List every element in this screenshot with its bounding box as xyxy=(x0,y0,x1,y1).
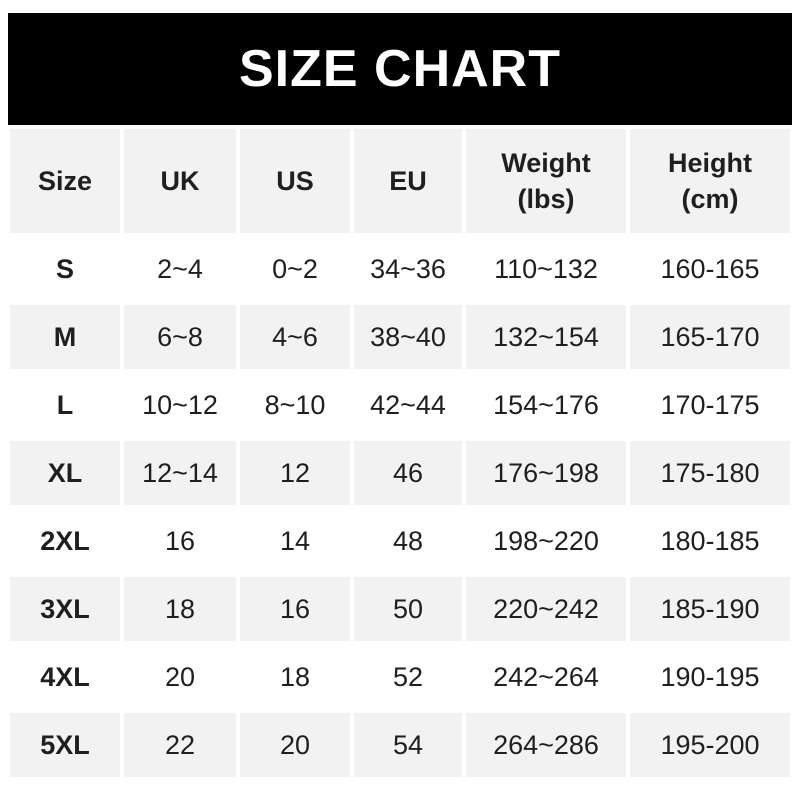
size-cell: 5XL xyxy=(10,713,120,777)
column-header-label: EU xyxy=(389,165,427,196)
eu-cell: 42~44 xyxy=(370,389,446,420)
height-cell: 170-175 xyxy=(660,389,760,420)
us-cell: 0~2 xyxy=(272,253,318,284)
column-header-height: Height (cm) xyxy=(630,129,790,233)
column-header-eu: EU xyxy=(354,129,462,233)
height-cell: 180-185 xyxy=(660,525,760,556)
us-cell: 16 xyxy=(240,577,350,641)
table-row-5xl: 5XL 22 20 54 264~286 195-200 xyxy=(10,713,790,777)
table-row-3xl: 3XL 18 16 50 220~242 185-190 xyxy=(10,577,790,641)
us-cell: 12 xyxy=(240,441,350,505)
uk-cell: 20 xyxy=(164,661,196,692)
eu-cell: 50 xyxy=(354,577,462,641)
size-cell: 4XL xyxy=(40,661,90,692)
size-chart-table: Size UK US EU Weight (lbs) Height (cm) xyxy=(6,125,794,781)
size-cell: M xyxy=(10,305,120,369)
size-cell: L xyxy=(56,389,74,420)
table-row-2xl: 2XL 16 14 48 198~220 180-185 xyxy=(10,509,790,573)
us-cell: 14 xyxy=(279,525,311,556)
table-row-xl: XL 12~14 12 46 176~198 175-180 xyxy=(10,441,790,505)
height-cell: 160-165 xyxy=(660,253,760,284)
weight-cell: 198~220 xyxy=(493,525,599,556)
table-row-s: S 2~4 0~2 34~36 110~132 160-165 xyxy=(10,237,790,301)
table-row-m: M 6~8 4~6 38~40 132~154 165-170 xyxy=(10,305,790,369)
eu-cell: 52 xyxy=(392,661,424,692)
eu-cell: 54 xyxy=(354,713,462,777)
weight-cell: 264~286 xyxy=(466,713,626,777)
size-cell: XL xyxy=(10,441,120,505)
size-cell: 2XL xyxy=(40,525,90,556)
uk-cell: 18 xyxy=(124,577,236,641)
weight-cell: 242~264 xyxy=(493,661,599,692)
us-cell: 20 xyxy=(240,713,350,777)
height-cell: 185-190 xyxy=(630,577,790,641)
column-header-us: US xyxy=(240,129,350,233)
column-header-size: Size xyxy=(10,129,120,233)
height-cell: 175-180 xyxy=(630,441,790,505)
weight-cell: 176~198 xyxy=(466,441,626,505)
column-header-subline: (lbs) xyxy=(517,184,575,214)
uk-cell: 12~14 xyxy=(124,441,236,505)
us-cell: 18 xyxy=(279,661,311,692)
eu-cell: 38~40 xyxy=(354,305,462,369)
column-header-label: US xyxy=(276,165,314,196)
column-header-label: Size xyxy=(37,165,93,196)
height-cell: 195-200 xyxy=(630,713,790,777)
weight-cell: 110~132 xyxy=(494,253,598,284)
table-row-l: L 10~12 8~10 42~44 154~176 170-175 xyxy=(10,373,790,437)
weight-cell: 154~176 xyxy=(493,389,599,420)
column-header-weight: Weight (lbs) xyxy=(466,129,626,233)
eu-cell: 34~36 xyxy=(370,253,446,284)
uk-cell: 2~4 xyxy=(157,253,203,284)
us-cell: 8~10 xyxy=(264,389,326,420)
column-header-label: Height xyxy=(668,147,752,178)
header-row: Size UK US EU Weight (lbs) Height (cm) xyxy=(10,129,790,233)
weight-cell: 220~242 xyxy=(466,577,626,641)
uk-cell: 16 xyxy=(164,525,196,556)
column-header-label: Weight xyxy=(501,147,591,178)
column-header-label: UK xyxy=(160,165,200,196)
uk-cell: 10~12 xyxy=(142,389,218,420)
size-cell: 3XL xyxy=(10,577,120,641)
us-cell: 4~6 xyxy=(240,305,350,369)
size-cell: S xyxy=(55,253,74,284)
uk-cell: 22 xyxy=(124,713,236,777)
eu-cell: 48 xyxy=(392,525,424,556)
table-row-4xl: 4XL 20 18 52 242~264 190-195 xyxy=(10,645,790,709)
uk-cell: 6~8 xyxy=(124,305,236,369)
height-cell: 165-170 xyxy=(630,305,790,369)
column-header-subline: (cm) xyxy=(681,184,739,214)
size-chart-banner: SIZE CHART xyxy=(8,13,792,125)
column-header-uk: UK xyxy=(124,129,236,233)
page-title: SIZE CHART xyxy=(239,40,561,98)
height-cell: 190-195 xyxy=(660,661,760,692)
weight-cell: 132~154 xyxy=(466,305,626,369)
eu-cell: 46 xyxy=(354,441,462,505)
